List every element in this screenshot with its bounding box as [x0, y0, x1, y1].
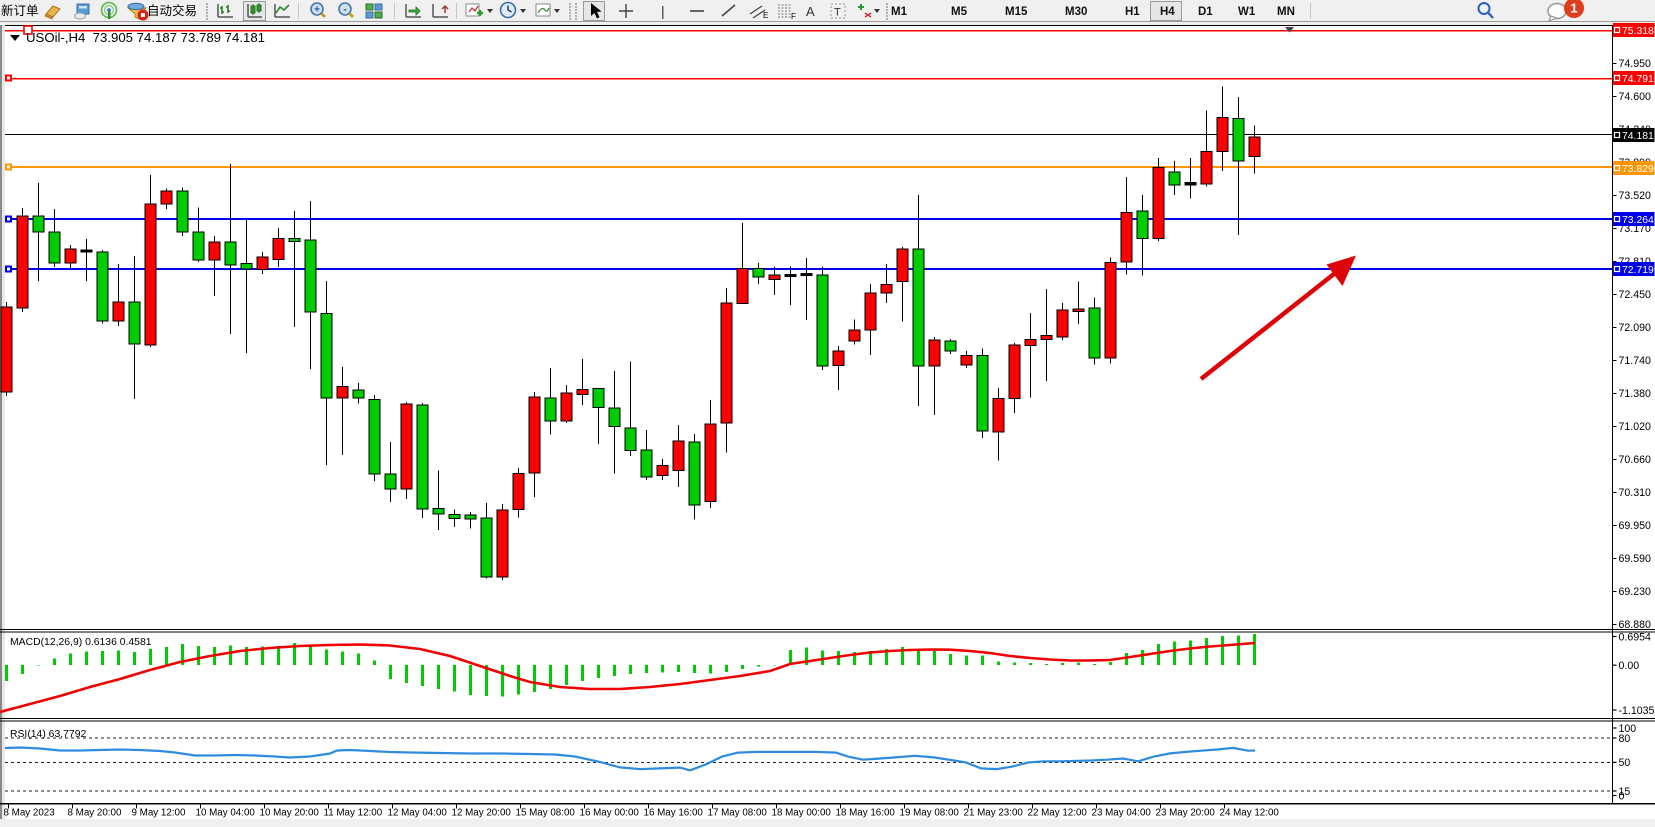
- svg-text:12 May 04:00: 12 May 04:00: [388, 808, 448, 819]
- svg-text:MACD(12,26,9) 0.6136 0.4581: MACD(12,26,9) 0.6136 0.4581: [10, 637, 152, 648]
- svg-text:W1: W1: [1238, 6, 1256, 18]
- svg-text:0.6954: 0.6954: [1619, 631, 1652, 643]
- svg-text:73.264: 73.264: [1622, 215, 1654, 226]
- svg-text:18 May 16:00: 18 May 16:00: [836, 808, 896, 819]
- svg-text:自动交易: 自动交易: [147, 3, 197, 18]
- svg-text:M30: M30: [1065, 6, 1087, 18]
- svg-text:|: |: [661, 3, 665, 19]
- svg-text:22 May 12:00: 22 May 12:00: [1028, 808, 1088, 819]
- svg-text:71.020: 71.020: [1619, 421, 1652, 433]
- svg-text:F: F: [791, 12, 796, 21]
- svg-text:12 May 20:00: 12 May 20:00: [452, 808, 512, 819]
- svg-text:72.450: 72.450: [1619, 289, 1652, 301]
- svg-text:70.310: 70.310: [1619, 487, 1652, 499]
- svg-text:19 May 08:00: 19 May 08:00: [900, 808, 960, 819]
- svg-text:D1: D1: [1198, 6, 1213, 18]
- svg-text:15: 15: [1619, 786, 1631, 798]
- svg-text:71.740: 71.740: [1619, 355, 1652, 367]
- svg-text:0.00: 0.00: [1619, 660, 1640, 672]
- svg-text:50: 50: [1619, 757, 1631, 769]
- svg-text:-: -: [343, 5, 346, 16]
- svg-text:11 May 12:00: 11 May 12:00: [324, 808, 383, 819]
- svg-text:USOil-,H4 73.905 74.187 73.78: USOil-,H4 73.905 74.187 73.789 74.181: [26, 30, 265, 45]
- svg-text:15 May 08:00: 15 May 08:00: [516, 808, 576, 819]
- svg-text:74.950: 74.950: [1619, 58, 1652, 70]
- svg-text:71.380: 71.380: [1619, 388, 1652, 400]
- svg-text:8 May 20:00: 8 May 20:00: [68, 808, 122, 819]
- svg-text:0: 0: [1619, 790, 1625, 802]
- svg-text:M15: M15: [1005, 6, 1028, 18]
- svg-text:72.090: 72.090: [1619, 322, 1652, 334]
- svg-text:10 May 20:00: 10 May 20:00: [260, 808, 320, 819]
- svg-text:16 May 00:00: 16 May 00:00: [580, 808, 640, 819]
- svg-text:A: A: [806, 4, 815, 19]
- svg-text:74.600: 74.600: [1619, 91, 1652, 103]
- svg-text:74.181: 74.181: [1622, 131, 1654, 142]
- svg-text:23 May 20:00: 23 May 20:00: [1156, 808, 1216, 819]
- svg-text:72.719: 72.719: [1622, 265, 1654, 276]
- svg-text:8 May 2023: 8 May 2023: [4, 808, 56, 819]
- svg-text:69.590: 69.590: [1619, 553, 1652, 565]
- svg-text:70.660: 70.660: [1619, 454, 1652, 466]
- svg-text:-1.1035: -1.1035: [1619, 705, 1655, 717]
- svg-text:69.230: 69.230: [1619, 586, 1652, 598]
- svg-text:23 May 04:00: 23 May 04:00: [1092, 808, 1152, 819]
- svg-text:H4: H4: [1160, 6, 1175, 18]
- svg-text:+: +: [314, 5, 320, 16]
- svg-text:10 May 04:00: 10 May 04:00: [196, 808, 256, 819]
- svg-text:17 May 08:00: 17 May 08:00: [708, 808, 768, 819]
- svg-text:T: T: [834, 7, 841, 19]
- svg-text:75.318: 75.318: [1622, 26, 1654, 37]
- svg-text:100: 100: [1619, 723, 1637, 735]
- svg-text:18 May 00:00: 18 May 00:00: [772, 808, 832, 819]
- svg-text:74.791: 74.791: [1622, 74, 1654, 85]
- svg-text:1: 1: [1570, 1, 1577, 16]
- svg-text:73.520: 73.520: [1619, 190, 1652, 202]
- svg-text:E: E: [763, 11, 768, 20]
- svg-text:9 May 12:00: 9 May 12:00: [132, 808, 186, 819]
- svg-text:M1: M1: [891, 6, 908, 18]
- svg-text:69.950: 69.950: [1619, 520, 1652, 532]
- svg-text:H1: H1: [1125, 6, 1140, 18]
- svg-text:M5: M5: [951, 6, 968, 18]
- svg-text:73.829: 73.829: [1622, 164, 1654, 175]
- svg-text:MN: MN: [1277, 6, 1295, 18]
- svg-text:新订单: 新订单: [1, 3, 39, 18]
- svg-text:80: 80: [1619, 733, 1631, 745]
- svg-text:RSI(14) 63.7792: RSI(14) 63.7792: [10, 729, 86, 740]
- svg-text:21 May 23:00: 21 May 23:00: [964, 808, 1024, 819]
- svg-text:16 May 16:00: 16 May 16:00: [644, 808, 704, 819]
- svg-text:24 May 12:00: 24 May 12:00: [1220, 808, 1280, 819]
- svg-text:68.880: 68.880: [1619, 619, 1652, 631]
